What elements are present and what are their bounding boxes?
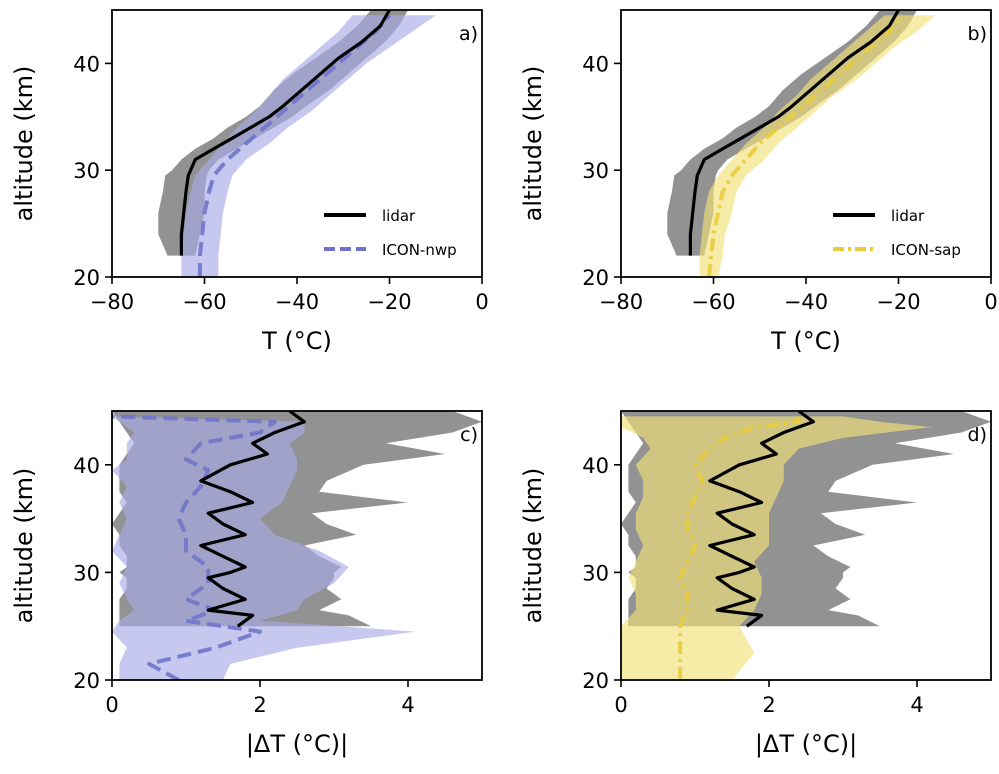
x-tick-label: 0 <box>614 693 627 717</box>
band-icon-nwp <box>112 416 416 680</box>
axes-frame <box>111 410 483 681</box>
x-axis-label: T (°C) <box>770 327 841 355</box>
x-tick-label: −80 <box>90 290 134 314</box>
legend-entry-lidar: lidar <box>382 207 416 225</box>
y-tick-label: 30 <box>582 561 609 585</box>
series-line-icon-nwp <box>197 13 392 277</box>
legend-entry-icon-sap: ICON-sap <box>891 241 961 259</box>
legend: lidar ICON-sap <box>833 207 961 259</box>
axes-frame <box>620 410 992 681</box>
y-axis-label: altitude (km) <box>519 66 547 222</box>
band-icon-nwp <box>181 15 436 277</box>
y-tick-label: 30 <box>582 159 609 183</box>
panel-c: 0 2 4 20 30 40 |ΔT (°C)| altitude (km) c) <box>10 410 483 758</box>
x-tick-label: 0 <box>984 290 997 314</box>
x-tick-label: 0 <box>475 290 488 314</box>
y-axis-label: altitude (km) <box>10 66 38 222</box>
plot-content <box>667 10 936 277</box>
band-icon-sap <box>699 15 936 277</box>
panel-a: −80 −60 −40 −20 0 20 30 40 T (°C) altitude (km) a)… <box>10 9 489 355</box>
y-tick-label: 20 <box>73 669 100 693</box>
x-tick-label: 2 <box>762 693 775 717</box>
x-axis-label: |ΔT (°C)| <box>246 730 348 758</box>
y-tick-label: 20 <box>582 266 609 290</box>
x-axis-label: T (°C) <box>261 327 332 355</box>
series-line-lidar <box>179 10 391 256</box>
panel-b: −80 −60 −40 −20 0 20 30 40 T (°C) altitude (km) b)… <box>519 9 998 355</box>
y-tick-label: 40 <box>73 454 100 478</box>
y-tick-label: 40 <box>582 52 609 76</box>
series-line-icon-nwp <box>112 414 277 680</box>
series-line-icon-sap <box>706 13 905 277</box>
y-tick-label: 40 <box>582 454 609 478</box>
panel-label: d) <box>968 424 987 446</box>
x-tick-label: −80 <box>599 290 643 314</box>
plot-content <box>158 10 436 277</box>
x-tick-label: −60 <box>691 290 735 314</box>
series-line-lidar <box>708 411 816 628</box>
legend-entry-icon-nwp: ICON-nwp <box>382 241 457 259</box>
y-tick-label: 30 <box>73 561 100 585</box>
panel-label: a) <box>459 23 478 45</box>
y-tick-label: 20 <box>582 669 609 693</box>
x-tick-label: 0 <box>105 693 118 717</box>
series-line-lidar <box>199 411 306 628</box>
x-tick-label: 4 <box>910 693 923 717</box>
x-tick-label: 2 <box>253 693 266 717</box>
y-tick-label: 30 <box>73 159 100 183</box>
y-axis-label: altitude (km) <box>10 468 38 624</box>
series-line-lidar <box>688 10 900 256</box>
x-tick-label: 4 <box>401 693 414 717</box>
panel-label: c) <box>460 424 478 446</box>
y-tick-label: 40 <box>73 52 100 76</box>
x-tick-label: −20 <box>876 290 920 314</box>
x-axis-label: |ΔT (°C)| <box>755 730 857 758</box>
panel-d: 0 2 4 20 30 40 |ΔT (°C)| altitude (km) d) <box>519 410 992 758</box>
x-tick-label: −40 <box>784 290 828 314</box>
series-line-icon-sap <box>678 416 801 680</box>
x-tick-label: −20 <box>367 290 411 314</box>
legend: lidar ICON-nwp <box>324 207 457 259</box>
x-tick-label: −40 <box>275 290 319 314</box>
panel-label: b) <box>968 23 987 45</box>
x-tick-label: −60 <box>182 290 226 314</box>
band-icon-sap <box>621 416 932 680</box>
plot-content <box>112 411 482 680</box>
plot-content <box>621 411 991 680</box>
y-tick-label: 20 <box>73 266 100 290</box>
legend-entry-lidar: lidar <box>891 207 925 225</box>
y-axis-label: altitude (km) <box>519 468 547 624</box>
